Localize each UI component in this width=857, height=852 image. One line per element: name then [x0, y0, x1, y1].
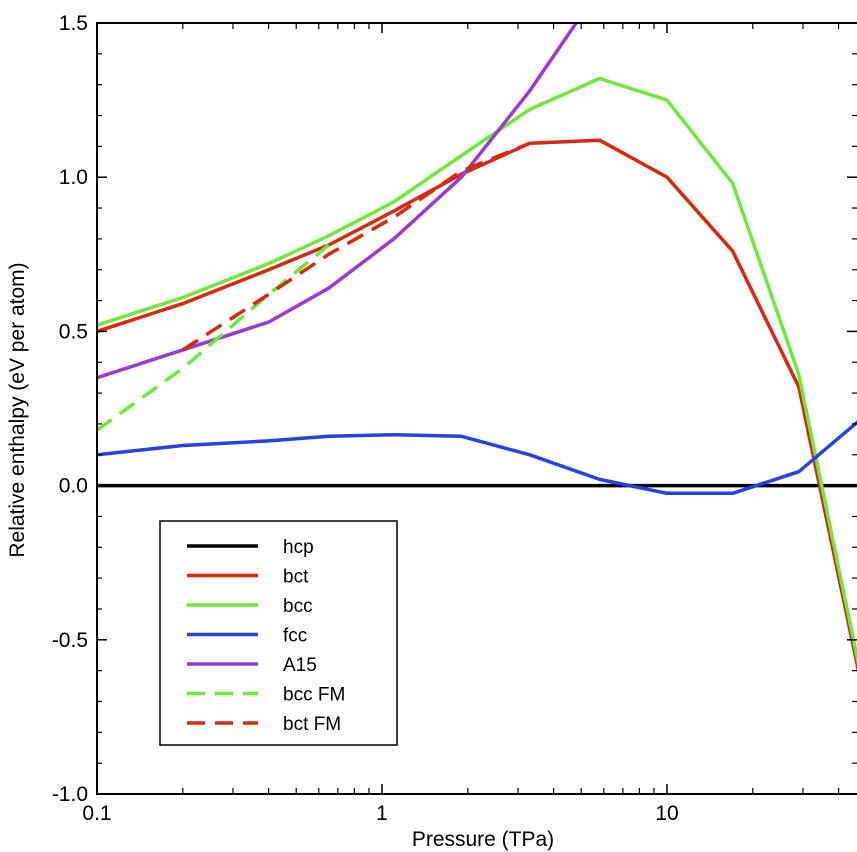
- y-axis-label: Relative enthalpy (eV per atom): [6, 262, 29, 557]
- x-tick-label: 1: [376, 802, 388, 825]
- y-tick-label: 0.5: [59, 320, 88, 343]
- label-layer: Pressure (TPa) Relative enthalpy (eV per…: [6, 262, 554, 851]
- series-line-a15: [97, 23, 578, 380]
- y-tick-label: -1.0: [52, 783, 88, 806]
- legend-label-fcc: fcc: [283, 626, 307, 647]
- series-line-bcc-fm: [97, 243, 330, 432]
- legend: hcp bct bcc fcc A15 bcc FM bct FM: [159, 520, 398, 746]
- legend-label-bct: bct: [283, 567, 309, 588]
- legend-label-hcp: hcp: [283, 537, 314, 558]
- x-axis-label: Pressure (TPa): [412, 828, 554, 851]
- y-tick-label: 1.0: [59, 166, 88, 189]
- series-line-bct-fm: [181, 141, 531, 352]
- series-line-fcc: [97, 420, 857, 496]
- series-layer: [97, 23, 857, 673]
- plot-frame: [96, 22, 857, 795]
- x-tick-label: 10: [655, 802, 678, 825]
- y-tick-label: 1.5: [59, 12, 88, 35]
- tick-layer: 0.1 1 10 -1.0 -0.5 0.0 0.5 1.0 1.5: [52, 12, 857, 825]
- legend-label-bcc-fm: bcc FM: [283, 685, 345, 706]
- y-tick-label: 0.0: [59, 475, 88, 498]
- x-tick-label: 0.1: [82, 802, 111, 825]
- y-tick-label: -0.5: [52, 629, 88, 652]
- legend-label-bct-fm: bct FM: [283, 714, 341, 735]
- legend-label-bcc: bcc: [283, 596, 313, 617]
- legend-label-a15: A15: [283, 655, 317, 676]
